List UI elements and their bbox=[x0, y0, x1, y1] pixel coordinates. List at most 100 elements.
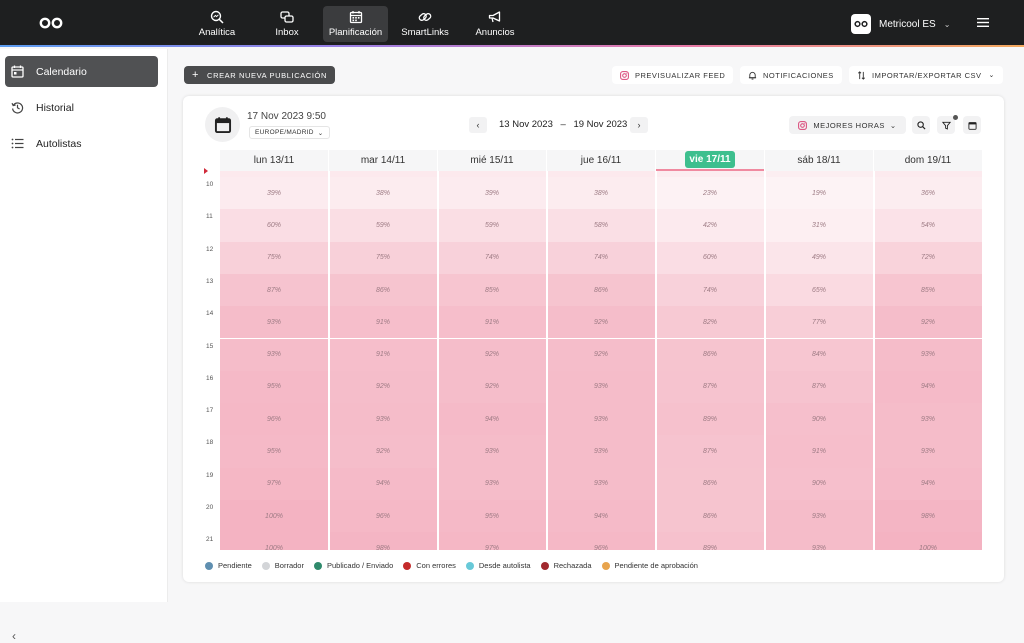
heatmap-cell[interactable]: 96% bbox=[547, 532, 655, 550]
sidebar-item-autolists[interactable]: Autolistas bbox=[5, 128, 158, 159]
heatmap-cell[interactable]: 100% bbox=[220, 500, 328, 533]
heatmap-cell[interactable]: 82% bbox=[656, 306, 764, 339]
day-header[interactable]: mar 14/11 bbox=[329, 150, 437, 171]
heatmap-cell[interactable]: 93% bbox=[438, 435, 546, 468]
heatmap-cell[interactable]: 39% bbox=[220, 177, 328, 210]
heatmap-cell[interactable]: 74% bbox=[438, 241, 546, 274]
heatmap-cell[interactable]: 86% bbox=[329, 273, 437, 307]
heatmap-cell[interactable]: 58% bbox=[547, 209, 655, 242]
heatmap-cell[interactable]: 92% bbox=[329, 435, 437, 468]
heatmap-cell[interactable]: 94% bbox=[329, 467, 437, 500]
nav-smartlinks[interactable]: SmartLinks bbox=[400, 6, 450, 42]
heatmap-cell[interactable]: 92% bbox=[438, 370, 546, 404]
heatmap-cell[interactable]: 60% bbox=[220, 209, 328, 242]
heatmap-cell[interactable]: 93% bbox=[329, 403, 437, 436]
account-selector[interactable]: Metricool ES ⌄ bbox=[851, 14, 950, 34]
heatmap-cell[interactable]: 98% bbox=[329, 532, 437, 550]
heatmap-cell[interactable]: 54% bbox=[874, 209, 982, 242]
heatmap-cell[interactable]: 93% bbox=[547, 435, 655, 468]
heatmap-cell[interactable]: 90% bbox=[765, 467, 873, 500]
heatmap-cell[interactable]: 89% bbox=[656, 403, 764, 436]
heatmap-cell[interactable]: 93% bbox=[220, 306, 328, 339]
best-hours-selector[interactable]: MEJORES HORAS ⌄ bbox=[789, 116, 906, 134]
heatmap-cell[interactable]: 93% bbox=[874, 403, 982, 436]
heatmap-cell[interactable]: 42% bbox=[656, 209, 764, 242]
sidebar-item-history[interactable]: Historial bbox=[5, 92, 158, 123]
sidebar-item-calendar[interactable]: Calendario bbox=[5, 56, 158, 87]
zoom-button[interactable] bbox=[912, 116, 930, 134]
heatmap-cell[interactable]: 31% bbox=[765, 209, 873, 242]
heatmap-cell[interactable]: 95% bbox=[220, 435, 328, 468]
heatmap-cell[interactable]: 75% bbox=[220, 241, 328, 274]
heatmap-cell[interactable]: 60% bbox=[656, 241, 764, 274]
next-week-button[interactable]: › bbox=[630, 117, 648, 133]
hamburger-menu-icon[interactable] bbox=[977, 17, 989, 28]
heatmap-cell[interactable]: 91% bbox=[329, 338, 437, 371]
nav-ads[interactable]: Anuncios bbox=[473, 6, 517, 42]
heatmap-cell[interactable]: 85% bbox=[438, 273, 546, 307]
heatmap-cell[interactable] bbox=[874, 171, 982, 177]
heatmap-cell[interactable]: 89% bbox=[656, 532, 764, 550]
heatmap-cell[interactable]: 93% bbox=[547, 467, 655, 500]
nav-planning[interactable]: Planificación bbox=[323, 6, 388, 42]
heatmap-cell[interactable]: 96% bbox=[329, 500, 437, 533]
heatmap-cell[interactable]: 23% bbox=[656, 177, 764, 210]
heatmap-cell[interactable] bbox=[547, 171, 655, 177]
import-export-csv-button[interactable]: IMPORTAR/EXPORTAR CSV ⌄ bbox=[849, 66, 1003, 84]
preview-feed-button[interactable]: PREVISUALIZAR FEED bbox=[612, 66, 734, 84]
day-header[interactable]: lun 13/11 bbox=[220, 150, 328, 171]
heatmap-cell[interactable]: 87% bbox=[765, 370, 873, 404]
heatmap-cell[interactable]: 97% bbox=[220, 467, 328, 500]
nav-analytics[interactable]: Analítica bbox=[194, 6, 240, 42]
heatmap-cell[interactable]: 87% bbox=[220, 273, 328, 307]
heatmap-cell[interactable]: 97% bbox=[438, 532, 546, 550]
heatmap-cell[interactable]: 92% bbox=[547, 306, 655, 339]
notifications-button[interactable]: NOTIFICACIONES bbox=[740, 66, 842, 84]
day-header[interactable]: dom 19/11 bbox=[874, 150, 982, 171]
heatmap-cell[interactable]: 91% bbox=[765, 435, 873, 468]
heatmap-cell[interactable]: 96% bbox=[220, 403, 328, 436]
heatmap-cell[interactable]: 86% bbox=[656, 500, 764, 533]
heatmap-cell[interactable]: 86% bbox=[656, 467, 764, 500]
collapse-sidebar-icon[interactable]: ‹ bbox=[12, 629, 16, 643]
heatmap-cell[interactable]: 77% bbox=[765, 306, 873, 339]
heatmap-cell[interactable]: 72% bbox=[874, 241, 982, 274]
day-header[interactable]: mié 15/11 bbox=[438, 150, 546, 171]
heatmap-cell[interactable]: 39% bbox=[438, 177, 546, 210]
calendar-view-button[interactable] bbox=[963, 116, 981, 134]
filter-button[interactable] bbox=[937, 116, 955, 134]
heatmap-cell[interactable]: 98% bbox=[874, 500, 982, 533]
timezone-selector[interactable]: EUROPE/MADRID ⌄ bbox=[249, 126, 330, 139]
heatmap-cell[interactable]: 94% bbox=[874, 467, 982, 500]
heatmap-cell[interactable]: 94% bbox=[874, 370, 982, 404]
heatmap-cell[interactable]: 91% bbox=[329, 306, 437, 339]
heatmap-cell[interactable]: 93% bbox=[874, 435, 982, 468]
heatmap-cell[interactable]: 93% bbox=[438, 467, 546, 500]
heatmap-cell[interactable]: 93% bbox=[547, 370, 655, 404]
heatmap-cell[interactable]: 100% bbox=[874, 532, 982, 550]
heatmap-cell[interactable]: 49% bbox=[765, 241, 873, 274]
heatmap-cell[interactable]: 94% bbox=[438, 403, 546, 436]
heatmap-cell[interactable]: 74% bbox=[547, 241, 655, 274]
metricool-logo[interactable] bbox=[39, 14, 63, 32]
heatmap-cell[interactable]: 95% bbox=[220, 370, 328, 404]
day-header[interactable]: vie 17/11 bbox=[656, 150, 764, 171]
heatmap-cell[interactable]: 92% bbox=[874, 306, 982, 339]
heatmap-cell[interactable]: 86% bbox=[656, 338, 764, 371]
heatmap-cell[interactable]: 87% bbox=[656, 370, 764, 404]
heatmap-cell[interactable]: 93% bbox=[547, 403, 655, 436]
heatmap-cell[interactable]: 59% bbox=[329, 209, 437, 242]
calendar-icon[interactable] bbox=[205, 107, 240, 142]
heatmap-cell[interactable]: 38% bbox=[329, 177, 437, 210]
heatmap-cell[interactable]: 74% bbox=[656, 273, 764, 307]
create-post-button[interactable]: + CREAR NUEVA PUBLICACIÓN bbox=[184, 66, 335, 84]
heatmap-cell[interactable]: 93% bbox=[874, 338, 982, 371]
heatmap-cell[interactable]: 65% bbox=[765, 273, 873, 307]
heatmap-cell[interactable] bbox=[220, 171, 328, 177]
heatmap-cell[interactable]: 84% bbox=[765, 338, 873, 371]
heatmap-cell[interactable] bbox=[765, 171, 873, 177]
day-header[interactable]: sáb 18/11 bbox=[765, 150, 873, 171]
heatmap-cell[interactable]: 86% bbox=[547, 273, 655, 307]
heatmap-cell[interactable] bbox=[656, 171, 764, 177]
heatmap-cell[interactable]: 93% bbox=[765, 532, 873, 550]
